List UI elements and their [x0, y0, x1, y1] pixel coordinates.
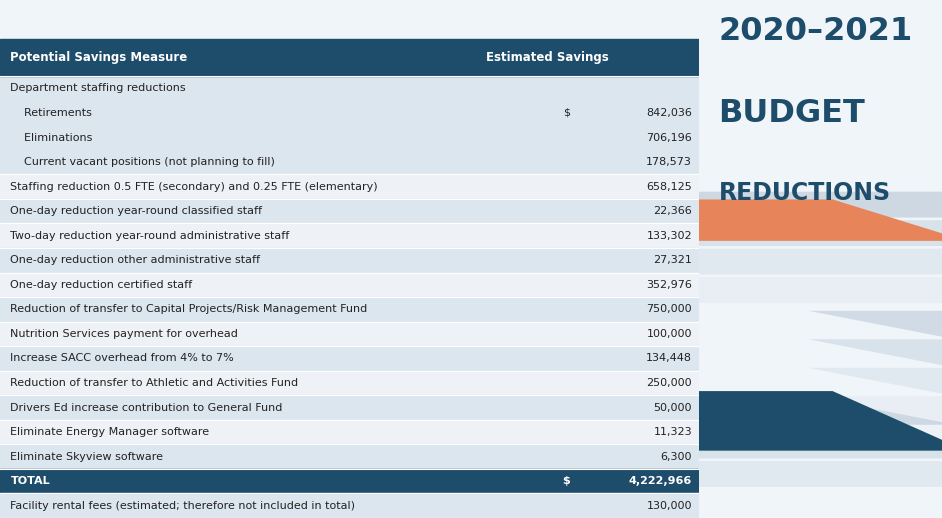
Text: 133,302: 133,302	[646, 231, 692, 241]
Bar	[0, 272, 699, 297]
Text: Eliminate Skyview software: Eliminate Skyview software	[10, 452, 164, 462]
Text: Current vacant positions (not planning to fill): Current vacant positions (not planning t…	[10, 157, 275, 167]
Bar	[0, 322, 699, 346]
Polygon shape	[553, 199, 942, 241]
Text: 50,000: 50,000	[654, 402, 692, 412]
Bar	[0, 199, 699, 223]
Polygon shape	[553, 249, 942, 275]
Text: 352,976: 352,976	[646, 280, 692, 290]
Bar	[0, 371, 699, 395]
Text: Reduction of transfer to Athletic and Activities Fund: Reduction of transfer to Athletic and Ac…	[10, 378, 299, 388]
Text: One-day reduction other administrative staff: One-day reduction other administrative s…	[10, 255, 261, 265]
Text: Retirements: Retirements	[10, 108, 92, 118]
Text: Two-day reduction year-round administrative staff: Two-day reduction year-round administrat…	[10, 231, 290, 241]
Text: $: $	[562, 476, 571, 486]
Polygon shape	[553, 192, 942, 218]
Text: Estimated Savings: Estimated Savings	[486, 51, 609, 64]
Text: 11,323: 11,323	[654, 427, 692, 437]
Text: Department staffing reductions: Department staffing reductions	[10, 83, 187, 93]
Polygon shape	[553, 433, 942, 458]
Text: Facility rental fees (estimated; therefore not included in total): Facility rental fees (estimated; therefo…	[10, 501, 355, 511]
Bar	[0, 175, 699, 199]
Text: Reduction of transfer to Capital Projects/Risk Management Fund: Reduction of transfer to Capital Project…	[10, 305, 367, 314]
Polygon shape	[808, 311, 942, 337]
Text: 22,366: 22,366	[653, 206, 692, 216]
Text: Drivers Ed increase contribution to General Fund: Drivers Ed increase contribution to Gene…	[10, 402, 283, 412]
Polygon shape	[553, 401, 942, 430]
Text: 178,573: 178,573	[646, 157, 692, 167]
Text: Nutrition Services payment for overhead: Nutrition Services payment for overhead	[10, 329, 238, 339]
Text: REDUCTIONS: REDUCTIONS	[719, 181, 890, 205]
Bar	[0, 76, 699, 175]
Bar	[0, 420, 699, 444]
Text: 842,036: 842,036	[646, 108, 692, 118]
Bar	[0, 395, 699, 420]
Text: 4,222,966: 4,222,966	[628, 476, 692, 486]
Text: TOTAL: TOTAL	[10, 476, 50, 486]
Text: Eliminations: Eliminations	[10, 133, 93, 142]
Text: 27,321: 27,321	[653, 255, 692, 265]
Bar	[0, 223, 699, 248]
Text: Potential Savings Measure: Potential Savings Measure	[10, 51, 187, 64]
Polygon shape	[553, 391, 942, 451]
Bar	[0, 346, 699, 371]
Text: 134,448: 134,448	[646, 353, 692, 364]
Text: 750,000: 750,000	[646, 305, 692, 314]
Polygon shape	[808, 396, 942, 422]
Bar	[0, 494, 699, 518]
Polygon shape	[553, 220, 942, 246]
Bar	[0, 469, 699, 494]
Text: BUDGET: BUDGET	[719, 98, 865, 130]
Polygon shape	[808, 368, 942, 394]
Polygon shape	[808, 425, 942, 451]
Text: 2020–2021: 2020–2021	[719, 16, 913, 47]
Bar	[0, 444, 699, 469]
Text: 706,196: 706,196	[646, 133, 692, 142]
Bar	[0, 39, 699, 76]
Text: 250,000: 250,000	[646, 378, 692, 388]
Text: 100,000: 100,000	[646, 329, 692, 339]
Text: 130,000: 130,000	[646, 501, 692, 511]
Text: Staffing reduction 0.5 FTE (secondary) and 0.25 FTE (elementary): Staffing reduction 0.5 FTE (secondary) a…	[10, 182, 378, 192]
Polygon shape	[808, 339, 942, 365]
Bar	[0, 248, 699, 272]
Text: Eliminate Energy Manager software: Eliminate Energy Manager software	[10, 427, 210, 437]
Text: $: $	[562, 108, 570, 118]
Polygon shape	[553, 277, 942, 303]
Polygon shape	[553, 461, 942, 487]
Text: One-day reduction certified staff: One-day reduction certified staff	[10, 280, 192, 290]
Text: Increase SACC overhead from 4% to 7%: Increase SACC overhead from 4% to 7%	[10, 353, 235, 364]
Bar	[0, 297, 699, 322]
Text: 6,300: 6,300	[660, 452, 692, 462]
Text: One-day reduction year-round classified staff: One-day reduction year-round classified …	[10, 206, 263, 216]
Text: 658,125: 658,125	[646, 182, 692, 192]
